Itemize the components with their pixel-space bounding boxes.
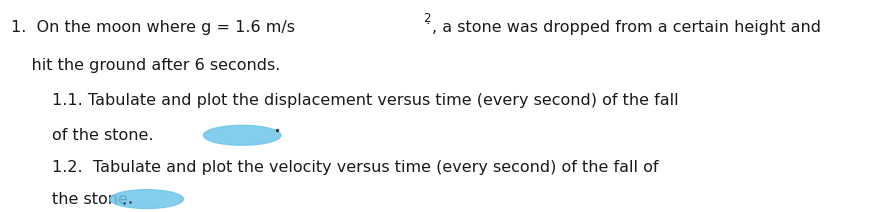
Text: 1.1. Tabulate and plot the displacement versus time (every second) of the fall: 1.1. Tabulate and plot the displacement … (11, 93, 679, 108)
Text: 1.  On the moon where g = 1.6 m/s: 1. On the moon where g = 1.6 m/s (11, 20, 295, 35)
Text: hit the ground after 6 seconds.: hit the ground after 6 seconds. (11, 58, 280, 73)
Ellipse shape (203, 125, 281, 145)
Ellipse shape (110, 190, 183, 209)
Text: 1.2.  Tabulate and plot the velocity versus time (every second) of the fall of: 1.2. Tabulate and plot the velocity vers… (11, 160, 659, 175)
Text: the stone.: the stone. (11, 192, 133, 207)
Text: , a stone was dropped from a certain height and: , a stone was dropped from a certain hei… (431, 20, 820, 35)
Text: of the stone.: of the stone. (11, 128, 154, 143)
Text: 2: 2 (423, 12, 431, 25)
